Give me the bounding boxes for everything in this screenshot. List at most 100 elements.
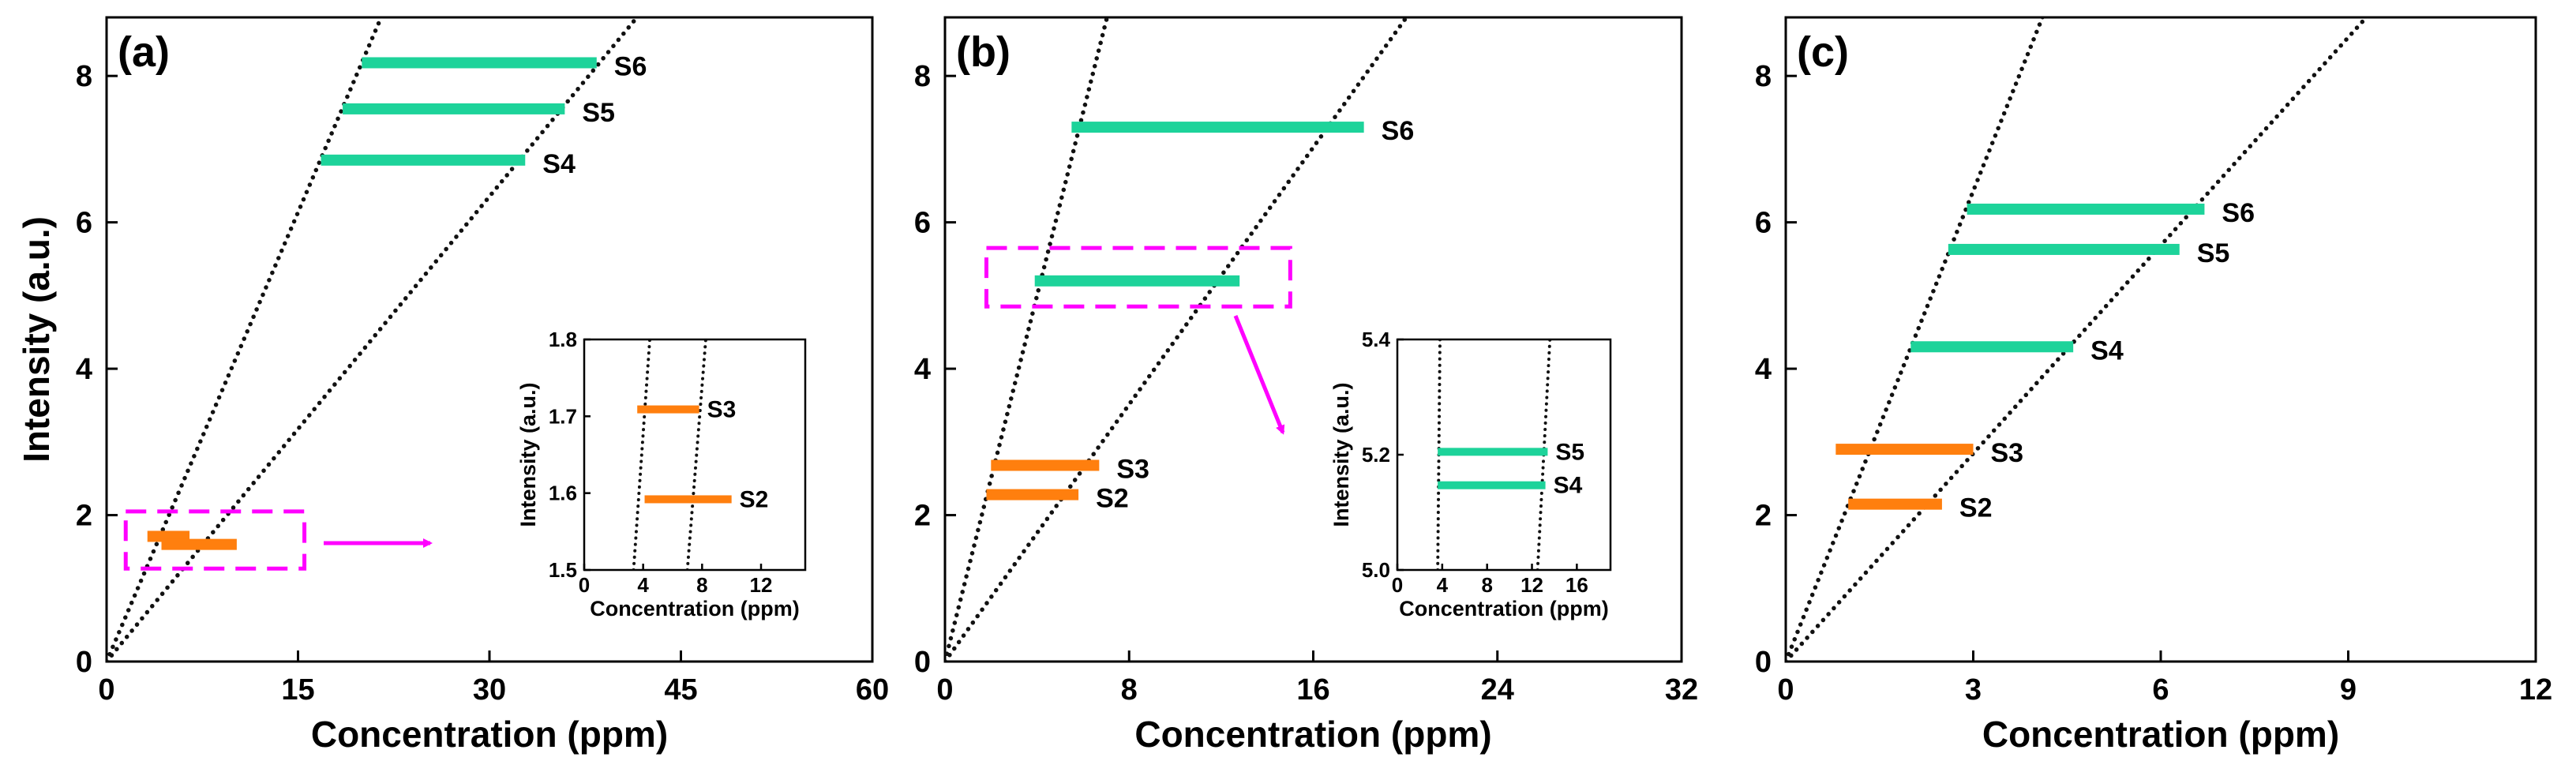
x-tick-label: 3 bbox=[1965, 673, 1982, 707]
inset-x-axis-title: Concentration (ppm) bbox=[1399, 597, 1608, 620]
segment-s4 bbox=[1438, 481, 1546, 489]
x-tick-label: 6 bbox=[2152, 673, 2169, 707]
segment bbox=[161, 538, 237, 550]
inset-x-tick-label: 0 bbox=[579, 573, 590, 597]
segment-label-s3: S3 bbox=[1991, 438, 2024, 468]
y-axis-title: Intensity (a.u.) bbox=[16, 216, 57, 463]
segment-label-s2: S2 bbox=[1096, 484, 1129, 514]
boundary-line bbox=[1786, 17, 2045, 662]
segment-label-s4: S4 bbox=[1554, 473, 1583, 499]
x-tick-label: 0 bbox=[936, 673, 953, 707]
x-tick-label: 9 bbox=[2340, 673, 2357, 707]
x-tick-label: 30 bbox=[473, 673, 506, 707]
segment-label-s6: S6 bbox=[614, 51, 647, 81]
x-tick-label: 15 bbox=[281, 673, 314, 707]
inset-y-tick-label: 5.4 bbox=[1362, 328, 1391, 351]
inset-y-tick-label: 5.2 bbox=[1362, 443, 1390, 467]
segment-s5 bbox=[343, 103, 565, 114]
inset-y-tick-label: 1.7 bbox=[549, 404, 577, 428]
highlight-box bbox=[123, 509, 307, 571]
y-tick-label: 0 bbox=[76, 646, 92, 679]
segment-s3 bbox=[637, 405, 699, 414]
y-tick-label: 6 bbox=[914, 207, 931, 240]
inset-y-axis-title: Intensity (a.u.) bbox=[1329, 382, 1353, 527]
segment-s6 bbox=[1071, 122, 1364, 133]
segment-s4 bbox=[1910, 341, 2074, 353]
plot-area bbox=[1786, 17, 2370, 662]
inset-y-axis-title: Intensity (a.u.) bbox=[516, 382, 540, 527]
y-tick-label: 2 bbox=[76, 500, 92, 533]
inset-x-tick-label: 4 bbox=[637, 573, 649, 597]
inset-x-tick-label: 4 bbox=[1437, 573, 1449, 597]
segment-s4 bbox=[321, 154, 526, 166]
segment-label-s5: S5 bbox=[582, 98, 615, 128]
inset-x-axis-title: Concentration (ppm) bbox=[590, 597, 799, 620]
x-tick-label: 24 bbox=[1481, 673, 1514, 707]
segment-s3 bbox=[1835, 444, 1974, 455]
y-tick-label: 0 bbox=[914, 646, 931, 679]
panel-c: 0 3 6 9 12 0 2 4 6 8 Concentration (ppm) S6 S5 S4 S3 S2… bbox=[1755, 16, 2552, 755]
segment-label-s6: S6 bbox=[2222, 198, 2255, 228]
inset-x-tick-label: 8 bbox=[696, 573, 707, 597]
segment-s2 bbox=[1848, 498, 1942, 510]
x-axis-title: Concentration (ppm) bbox=[1982, 714, 2339, 755]
x-tick-label: 8 bbox=[1121, 673, 1138, 707]
zoom-arrow bbox=[1233, 315, 1285, 435]
segment-s2 bbox=[986, 489, 1079, 500]
inset-plot-area bbox=[632, 339, 707, 570]
segment-s5 bbox=[1948, 243, 2180, 255]
x-tick-label: 16 bbox=[1296, 673, 1329, 707]
inset-y-tick-label: 1.8 bbox=[549, 328, 577, 351]
x-tick-label: 45 bbox=[664, 673, 697, 707]
segment-s3 bbox=[991, 459, 1100, 471]
plot-frame bbox=[1784, 16, 2537, 663]
segment-label-s4: S4 bbox=[542, 149, 576, 179]
segment-label-s2: S2 bbox=[1959, 493, 1993, 523]
inset-x-tick-label: 12 bbox=[750, 573, 773, 597]
plot-area bbox=[945, 17, 1409, 662]
inset-x-tick-label: 16 bbox=[1565, 573, 1588, 597]
inset-x-tick-label: 12 bbox=[1520, 573, 1543, 597]
y-tick-label: 8 bbox=[914, 60, 931, 93]
inset-plot-frame bbox=[583, 338, 807, 572]
inset-chart: 0 4 8 12 16 5.0 5.2 5.4 Concentration (ppm) Inten… bbox=[1329, 328, 1612, 620]
segment-label-s4: S4 bbox=[2090, 336, 2124, 366]
y-tick-label: 8 bbox=[1755, 60, 1772, 93]
highlight-box bbox=[984, 246, 1292, 309]
inset-boundary-line bbox=[685, 339, 707, 570]
x-tick-label: 0 bbox=[98, 673, 114, 707]
boundary-line bbox=[945, 17, 1110, 662]
segment-s6 bbox=[362, 57, 597, 69]
inset-x-tick-label: 8 bbox=[1481, 573, 1492, 597]
x-tick-label: 60 bbox=[856, 673, 889, 707]
segment-s6 bbox=[1967, 203, 2205, 215]
segment-label-s3: S3 bbox=[707, 397, 737, 423]
panel-label: (c) bbox=[1797, 28, 1849, 76]
panel-label: (a) bbox=[118, 28, 170, 76]
inset-boundary-line bbox=[632, 339, 652, 570]
inset-y-tick-label: 1.5 bbox=[549, 558, 577, 582]
y-tick-label: 8 bbox=[76, 60, 92, 93]
panel-label: (b) bbox=[956, 28, 1011, 76]
boundary-line bbox=[945, 17, 1409, 662]
y-tick-label: 6 bbox=[1755, 207, 1772, 240]
segment-label-s5: S5 bbox=[2197, 238, 2230, 268]
boundary-line bbox=[107, 17, 384, 662]
y-tick-label: 0 bbox=[1755, 646, 1772, 679]
inset-y-tick-label: 5.0 bbox=[1362, 558, 1390, 582]
x-axis-title: Concentration (ppm) bbox=[311, 714, 668, 755]
segment-label-s6: S6 bbox=[1382, 116, 1415, 146]
boundary-line bbox=[1786, 17, 2370, 662]
y-tick-label: 4 bbox=[76, 353, 92, 386]
y-tick-label: 2 bbox=[1755, 500, 1772, 533]
segment-label-s3: S3 bbox=[1116, 454, 1149, 484]
segment bbox=[1034, 275, 1240, 287]
x-tick-label: 32 bbox=[1665, 673, 1698, 707]
inset-y-tick-label: 1.6 bbox=[549, 482, 577, 505]
y-tick-label: 2 bbox=[914, 500, 931, 533]
y-tick-label: 6 bbox=[76, 207, 92, 240]
y-tick-label: 4 bbox=[1755, 353, 1772, 386]
